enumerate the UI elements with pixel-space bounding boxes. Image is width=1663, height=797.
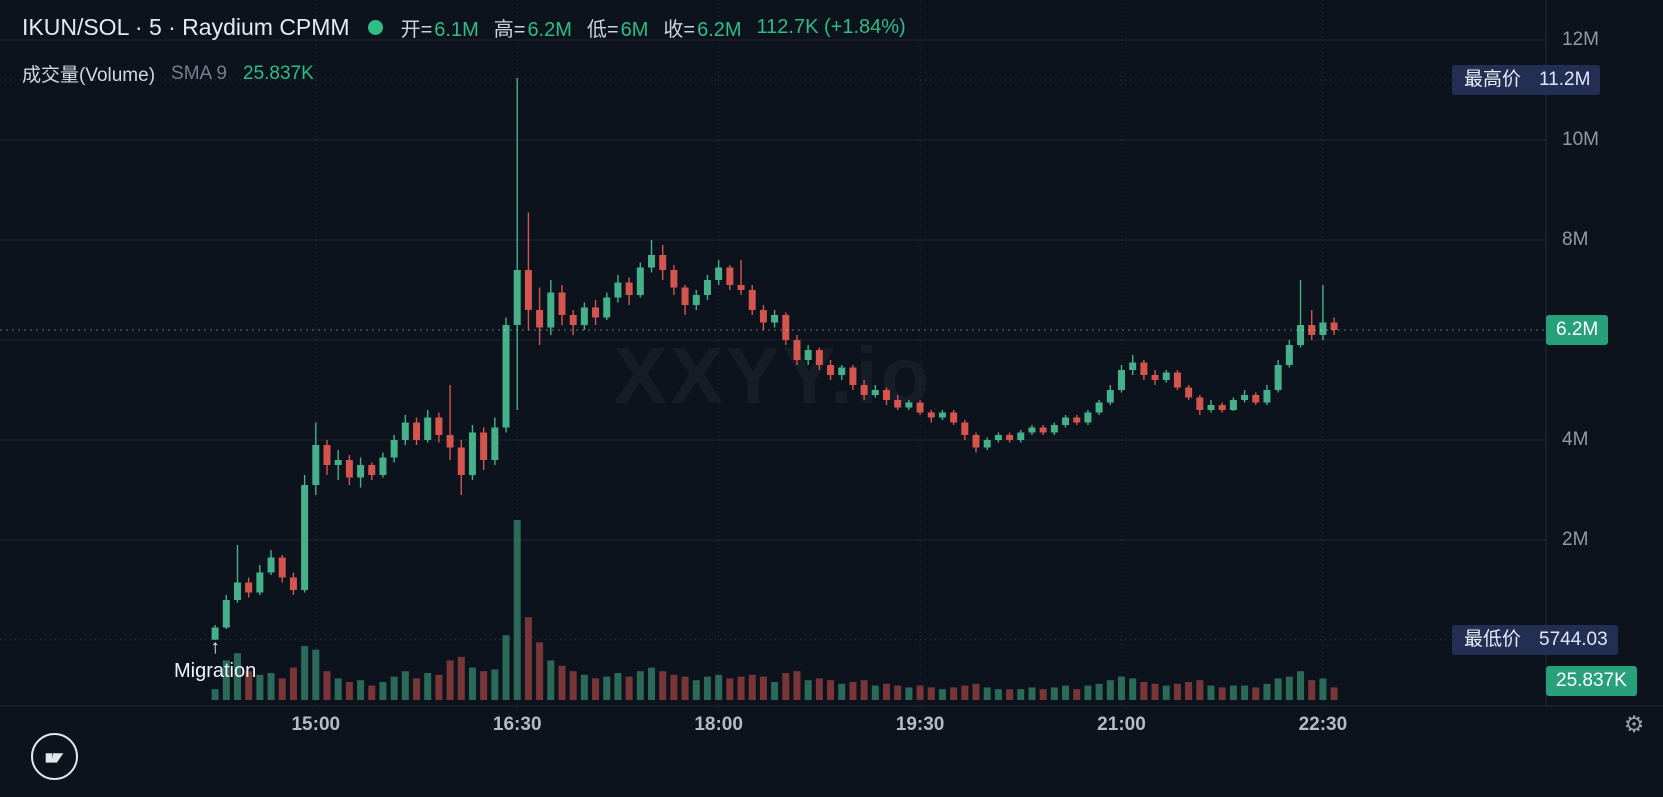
highest-price-label: 最高价 [1464,69,1522,90]
change-value: 112.7K (+1.84%) [756,16,906,38]
time-axis-label: 22:30 [1298,714,1348,735]
gear-icon[interactable]: ⚙ [1623,710,1645,737]
time-axis-label: 19:30 [895,714,945,735]
open-label: 开= [400,19,433,41]
highest-price-value: 11.2M [1539,69,1591,90]
tradingview-logo[interactable] [31,733,78,780]
chart-header: IKUN/SOL · 5 · Raydium CPMM 开= 6.1M 高= 6.2… [22,13,906,42]
open-value: 6.1M [434,19,479,41]
volume-value: 25.837K [1556,670,1627,691]
time-axis[interactable]: 15:00 16:30 18:00 19:30 21:00 22:30 [0,706,1546,752]
price-axis-label: 4M [1562,429,1589,450]
time-axis-label: 21:00 [1097,714,1146,735]
price-axis-label: 12M [1562,29,1599,50]
close-value: 6.2M [697,19,742,41]
lowest-price-badge: 最低价 5744.03 [1452,624,1618,655]
lowest-price-value: 5744.03 [1539,628,1608,650]
time-axis-label: 15:00 [291,714,341,735]
tradingview-logo-mark [45,752,63,763]
ohlc-high: 高= 6.2M [494,13,572,42]
close-label: 收= [663,19,696,41]
low-label: 低= [586,19,619,41]
up-arrow-icon: ↑ [210,637,220,658]
high-label: 高= [493,19,526,41]
ohlc-low: 低= 6M [587,13,648,42]
ohlc-readout: 开= 6.1M 高= 6.2M 低= 6M 收= 6.2M 112.7K (+1.84%… [401,13,906,42]
indicator-name[interactable]: 成交量(Volume) [22,65,156,86]
migration-annotation: ↑ Migration [174,638,256,684]
lowest-price-label: 最低价 [1464,628,1522,650]
price-axis[interactable]: 12M10M8M6M4M2M [1546,0,1663,706]
price-axis-label: 10M [1562,129,1599,150]
low-value: 6M [620,19,649,41]
status-dot [367,20,383,35]
last-price-badge: 6.2M [1546,315,1609,345]
ohlc-open: 开= 6.1M [401,13,479,42]
migration-label: Migration [173,660,257,682]
indicator-row: 成交量(Volume) SMA 9 25.837K [22,60,314,87]
ohlc-close: 收= 6.2M [663,13,741,42]
highest-price-badge: 最高价 11.2M [1452,65,1601,95]
indicator-sma: SMA 9 [171,62,228,84]
time-axis-label: 16:30 [492,714,542,735]
indicator-value: 25.837K [243,62,314,84]
high-value: 6.2M [527,19,572,41]
price-axis-label: 2M [1562,529,1589,550]
price-axis-label: 8M [1562,229,1589,250]
volume-value-badge: 25.837K [1546,666,1637,696]
symbol-title[interactable]: IKUN/SOL · 5 · Raydium CPMM [22,14,350,40]
last-price-value: 6.2M [1556,319,1599,340]
time-axis-label: 18:00 [694,714,743,735]
